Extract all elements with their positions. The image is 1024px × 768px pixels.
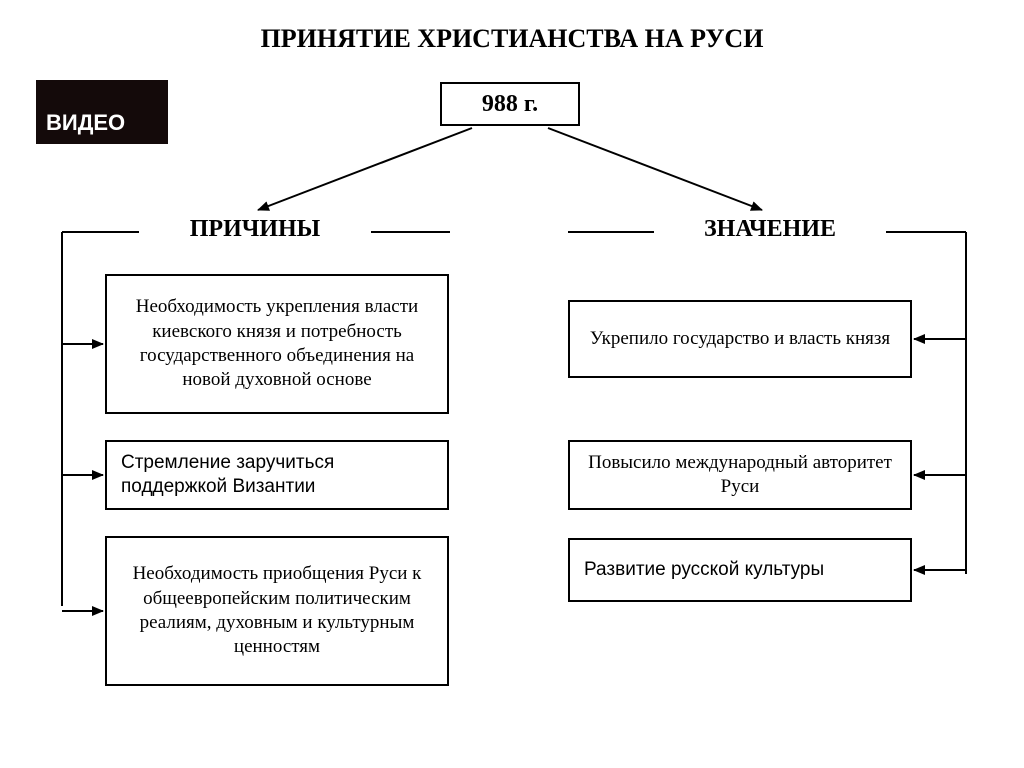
causes-item-1: Необходимость укрепления власти киевског… bbox=[105, 274, 449, 414]
meaning-item-1: Укрепило государство и власть князя bbox=[568, 300, 912, 378]
causes-item-3-text: Необходимость приобщения Руси к общеевро… bbox=[121, 562, 433, 659]
diagram-title: ПРИНЯТИЕ ХРИСТИАНСТВА НА РУСИ bbox=[0, 24, 1024, 54]
causes-item-3: Необходимость приобщения Руси к общеевро… bbox=[105, 536, 449, 686]
meaning-item-3: Развитие русской культуры bbox=[568, 538, 912, 602]
video-badge-label: ВИДЕО bbox=[46, 110, 125, 136]
meaning-item-2-text: Повысило международный авторитет Руси bbox=[584, 451, 896, 500]
section-header-meaning: ЗНАЧЕНИЕ bbox=[660, 216, 880, 248]
year-label: 988 г. bbox=[482, 91, 538, 118]
meaning-item-3-text: Развитие русской культуры bbox=[584, 558, 824, 582]
video-badge[interactable]: ВИДЕО bbox=[36, 80, 168, 144]
year-box: 988 г. bbox=[440, 82, 580, 126]
causes-item-1-text: Необходимость укрепления власти киевског… bbox=[121, 295, 433, 392]
section-header-causes: ПРИЧИНЫ bbox=[145, 216, 365, 248]
meaning-item-2: Повысило международный авторитет Руси bbox=[568, 440, 912, 510]
meaning-item-1-text: Укрепило государство и власть князя bbox=[590, 327, 890, 351]
causes-item-2: Стремление заручиться поддержкой Византи… bbox=[105, 440, 449, 510]
causes-item-2-text: Стремление заручиться поддержкой Византи… bbox=[121, 451, 433, 500]
